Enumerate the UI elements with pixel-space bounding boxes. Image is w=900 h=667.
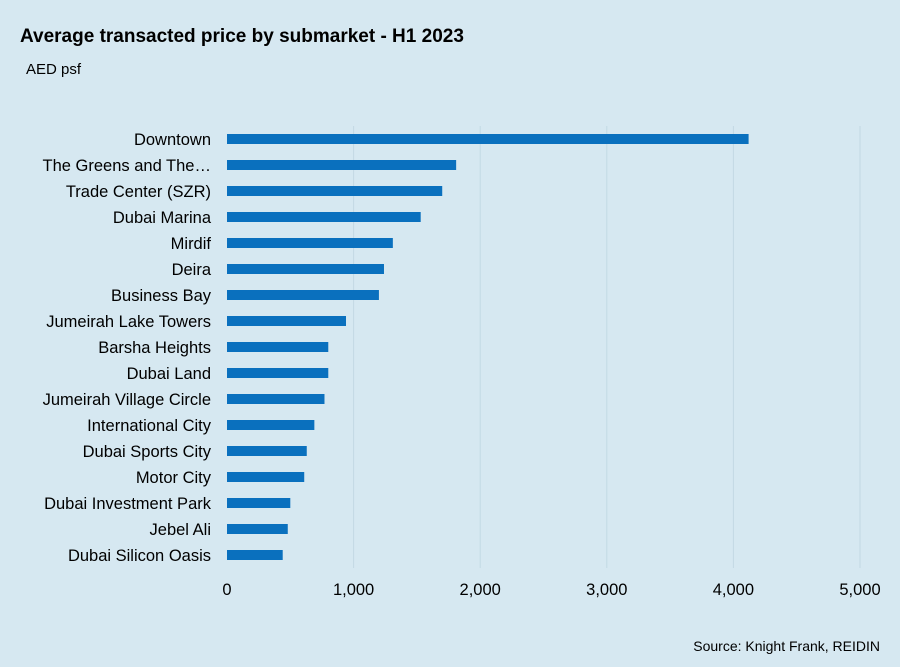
x-tick-label: 5,000	[839, 581, 880, 599]
x-tick-label: 4,000	[713, 581, 754, 599]
category-label: Business Bay	[111, 287, 212, 305]
bar	[227, 446, 307, 456]
x-tick-label: 3,000	[586, 581, 627, 599]
x-tick-label: 1,000	[333, 581, 374, 599]
bar	[227, 186, 443, 196]
category-label: Dubai Investment Park	[44, 495, 212, 513]
category-labels: Downtown The Greens and The… Trade Center …	[43, 131, 212, 565]
category-label: Mirdif	[171, 235, 212, 253]
category-label: Jebel Ali	[150, 521, 211, 539]
bar	[227, 264, 384, 274]
gridlines	[353, 126, 861, 568]
x-tick-labels: 0 1,000 2,000 3,000 4,000 5,000	[222, 581, 880, 599]
bar	[227, 524, 288, 534]
bar	[227, 498, 291, 508]
category-label: Trade Center (SZR)	[66, 183, 211, 201]
chart-source: Source: Knight Frank, REIDIN	[693, 638, 880, 654]
category-label: Dubai Land	[127, 365, 211, 383]
bar	[227, 316, 347, 326]
category-label: The Greens and The…	[43, 157, 211, 175]
bar	[227, 290, 379, 300]
bar	[227, 134, 749, 144]
chart-subtitle: AED psf	[26, 61, 82, 78]
category-label: Jumeirah Lake Towers	[46, 313, 211, 331]
bar	[227, 342, 329, 352]
bar	[227, 368, 329, 378]
category-label: Deira	[172, 261, 212, 279]
category-label: Barsha Heights	[98, 339, 211, 357]
bar	[227, 238, 393, 248]
bar	[227, 550, 283, 560]
bars	[227, 134, 749, 560]
category-label: Downtown	[134, 131, 211, 149]
category-label: Motor City	[136, 469, 212, 487]
category-label: Jumeirah Village Circle	[43, 391, 211, 409]
bar	[227, 394, 325, 404]
category-label: Dubai Sports City	[83, 443, 212, 461]
chart-title: Average transacted price by submarket - …	[20, 26, 464, 47]
bar	[227, 472, 305, 482]
bar	[227, 212, 421, 222]
bar	[227, 420, 315, 430]
category-label: Dubai Marina	[113, 209, 212, 227]
x-tick-label: 0	[222, 581, 231, 599]
x-tick-label: 2,000	[460, 581, 501, 599]
category-label: International City	[87, 417, 212, 435]
bar	[227, 160, 457, 170]
category-label: Dubai Silicon Oasis	[68, 547, 211, 565]
